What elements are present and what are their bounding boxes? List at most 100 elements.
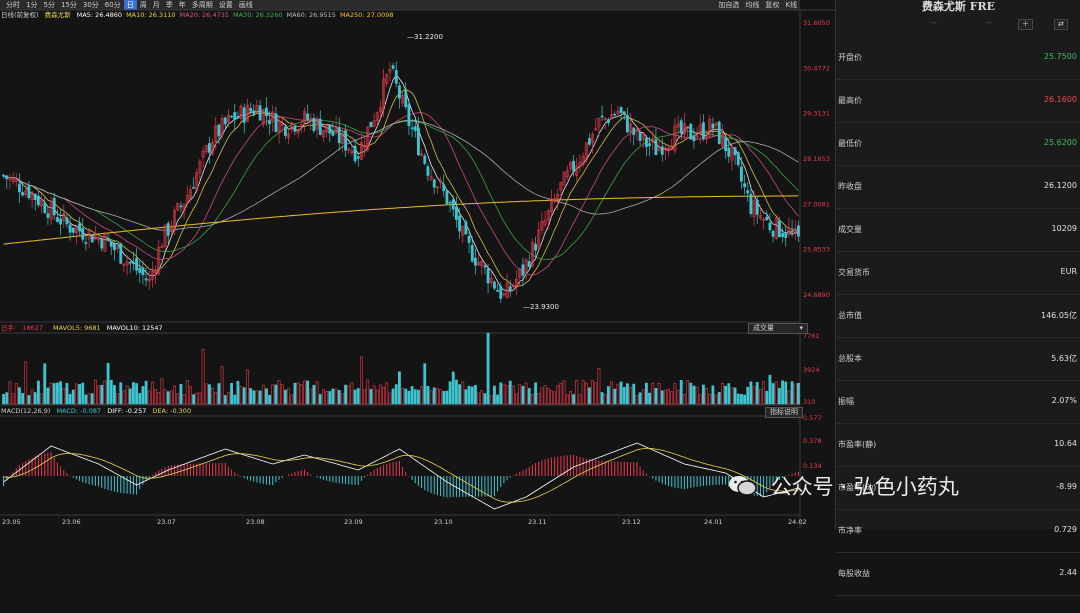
- volume-bar: [372, 385, 376, 405]
- candlestick-chart[interactable]: —31.2200 —23.9300 31.6050 30.4772 29.3131 28.…: [0, 0, 835, 529]
- toolbar-action-1[interactable]: 均线: [745, 1, 760, 9]
- volume-bar: [75, 383, 78, 405]
- candle-body: [445, 190, 449, 205]
- candle-body: [293, 125, 297, 132]
- candle-body: [122, 263, 126, 266]
- candle-body: [287, 133, 290, 139]
- toolbar-action-3[interactable]: K线: [785, 1, 797, 9]
- volume-bar: [635, 395, 639, 405]
- volume-bar: [394, 384, 398, 405]
- volume-bar: [103, 380, 107, 405]
- volume-bar: [464, 389, 468, 405]
- candle-body: [71, 227, 75, 233]
- macd-axis-label: 0.378: [803, 437, 822, 445]
- volume-bar: [781, 380, 784, 405]
- period-tab-1[interactable]: 1分: [26, 1, 38, 9]
- volume-bar: [271, 384, 275, 405]
- volume-bar: [515, 393, 518, 405]
- volume-bar: [246, 369, 249, 405]
- candle-body: [328, 124, 332, 134]
- candle-body: [296, 129, 300, 134]
- candle-body: [242, 107, 246, 123]
- period-tab-11[interactable]: 多周期: [191, 1, 213, 9]
- candle-body: [527, 261, 531, 267]
- candle-body: [451, 199, 455, 210]
- volume-bar: [204, 383, 208, 405]
- volume-bar: [366, 379, 370, 405]
- volume-bar: [521, 385, 525, 405]
- volume-bar: [679, 379, 683, 405]
- volume-bar: [81, 382, 85, 405]
- candle-body: [423, 155, 427, 164]
- row-divider: [836, 208, 1080, 209]
- quote-value: 26.1200: [1043, 181, 1077, 190]
- candle-body: [119, 243, 123, 264]
- volume-bar: [391, 388, 395, 405]
- volume-bar: [714, 394, 718, 405]
- period-tab-3[interactable]: 15分: [60, 1, 77, 9]
- volume-bar: [689, 382, 693, 405]
- candle-body: [790, 230, 794, 233]
- toolbar-action-0[interactable]: 加自选: [718, 1, 740, 9]
- indicator-help-button[interactable]: 指标说明: [765, 407, 803, 418]
- volume-bar: [65, 383, 69, 405]
- quote-value: 26.1600: [1043, 95, 1077, 104]
- quote-row: 最高价 26.1600: [836, 95, 1080, 140]
- candle-body: [366, 126, 370, 151]
- candle-body: [163, 224, 167, 247]
- period-tab-0[interactable]: 分时: [6, 1, 20, 9]
- candle-body: [705, 135, 708, 139]
- period-tab-10[interactable]: 年: [178, 1, 186, 9]
- candle-body: [252, 110, 256, 115]
- volume-bar: [771, 383, 775, 405]
- volume-bar: [62, 388, 66, 405]
- period-tab-13[interactable]: 画线: [238, 1, 253, 9]
- row-divider: [836, 251, 1080, 252]
- volume-bar: [645, 382, 648, 405]
- candle-body: [65, 217, 69, 225]
- volume-bar: [426, 385, 430, 405]
- price-axis-label: 31.6050: [803, 19, 830, 27]
- volume-axis-label: 3924: [803, 366, 820, 374]
- candle-body: [467, 235, 471, 243]
- switch-icon[interactable]: ⇄: [1054, 19, 1068, 30]
- candle-body: [692, 136, 696, 142]
- volume-bar: [550, 390, 553, 405]
- volume-bar: [230, 382, 233, 405]
- volume-bar: [255, 390, 259, 405]
- candle-body: [182, 203, 186, 212]
- volume-indicator-label: 成交量: [753, 324, 774, 332]
- volume-indicator-select[interactable]: 成交量 ▾: [748, 323, 808, 334]
- volume-bar: [743, 394, 746, 405]
- candle-body: [543, 220, 547, 225]
- toolbar-action-2[interactable]: 复权: [765, 1, 780, 9]
- add-icon[interactable]: ＋: [1018, 19, 1033, 30]
- period-tab-7[interactable]: 周: [139, 1, 147, 9]
- volume-bar: [518, 384, 522, 405]
- candle-body: [401, 95, 404, 104]
- date-axis-label: 24.02: [788, 518, 807, 526]
- volume-bar: [78, 384, 81, 405]
- volume-bar: [37, 380, 40, 405]
- candle-body: [8, 177, 12, 180]
- volume-bar: [375, 389, 379, 405]
- candle-body: [217, 124, 221, 137]
- period-tab-8[interactable]: 月: [152, 1, 160, 9]
- candle-body: [334, 126, 338, 133]
- volume-bar: [353, 389, 357, 405]
- candle-body: [75, 226, 78, 234]
- candle-body: [508, 286, 512, 291]
- volume-bar: [702, 384, 705, 405]
- date-axis-label: 23.06: [62, 518, 81, 526]
- candle-body: [774, 217, 778, 239]
- candle-body: [239, 106, 243, 119]
- period-tab-6[interactable]: 日: [123, 0, 137, 10]
- candle-body: [394, 70, 398, 84]
- period-tab-2[interactable]: 5分: [43, 1, 55, 9]
- period-tab-4[interactable]: 30分: [82, 1, 99, 9]
- period-tab-12[interactable]: 设置: [218, 1, 233, 9]
- volume-bar: [233, 394, 237, 405]
- period-tab-9[interactable]: 季: [165, 1, 173, 9]
- period-tab-5[interactable]: 60分: [104, 1, 121, 9]
- volume-bar: [629, 386, 632, 405]
